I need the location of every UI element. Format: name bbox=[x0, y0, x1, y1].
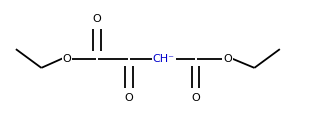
Text: O: O bbox=[93, 14, 101, 24]
Text: O: O bbox=[191, 93, 200, 103]
Text: O: O bbox=[124, 93, 133, 103]
Text: CH⁻: CH⁻ bbox=[153, 53, 175, 64]
Text: O: O bbox=[62, 53, 71, 64]
Text: O: O bbox=[223, 53, 232, 64]
